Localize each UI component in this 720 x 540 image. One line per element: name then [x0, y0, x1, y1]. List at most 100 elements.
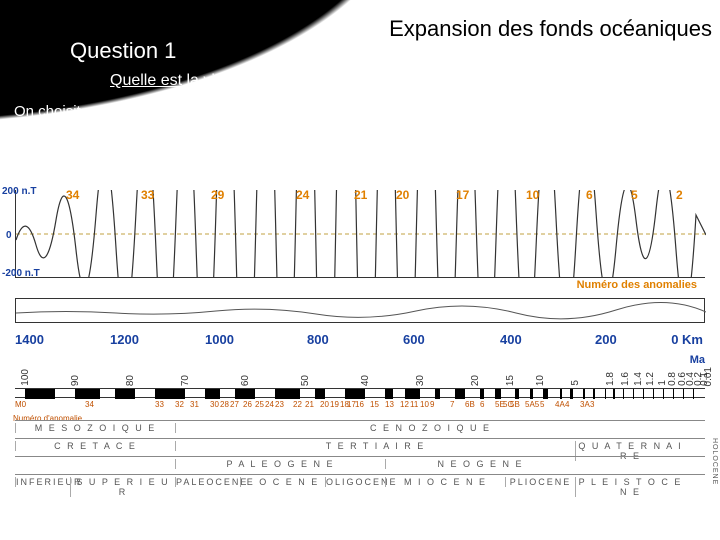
anom-small: 25 [255, 400, 264, 409]
ma-tick: 1.8 [605, 372, 616, 386]
anomaly-num: 20 [396, 188, 409, 202]
ma-segment [405, 389, 420, 399]
ma-tick: 70 [180, 375, 191, 386]
ma-segment [605, 389, 606, 399]
ma-segment [583, 389, 585, 399]
anomaly-axis-label: Numéro des anomalies [577, 279, 697, 291]
ma-tick: 100 [20, 369, 31, 386]
anomaly-num: 21 [354, 188, 367, 202]
distance-unit: 0 Km [671, 332, 703, 347]
ma-tick: 80 [125, 375, 136, 386]
geo-cell: P L E I S T O C E N E [575, 477, 685, 497]
distance-tick: 600 [403, 332, 425, 347]
ma-tick: 10 [535, 375, 546, 386]
geo-cell: S U P E R I E U R [70, 477, 175, 497]
geo-row: INFERIEURS U P E R I E U RPALEOCENEE O C… [15, 474, 705, 492]
ma-tick: 5 [570, 380, 581, 386]
geo-cell: P A L E O G E N E [175, 459, 385, 469]
anom-small: 21 [305, 400, 314, 409]
geo-row: C R E T A C ET E R T I A I R EQ U A T E … [15, 438, 705, 456]
geo-row: P A L E O G E N EN E O G E N E [15, 456, 705, 474]
ma-segment [495, 389, 501, 399]
anom-small: 33 [155, 400, 164, 409]
distance-tick: 800 [307, 332, 329, 347]
anom-small: 5A5 [525, 400, 539, 409]
anomaly-number-row: M034333132302728252623242122201819161713… [15, 400, 705, 414]
distance-tick: 1000 [205, 332, 234, 347]
ma-segment [653, 389, 654, 399]
ma-segment [593, 389, 595, 399]
anom-small: 3A [580, 400, 590, 409]
geo-cell: E O C E N E [240, 477, 325, 487]
anom-small: 22 [293, 400, 302, 409]
anom-small: 26 [243, 400, 252, 409]
anom-small: 5C [503, 400, 513, 409]
body-line1: On choisit un point, par exemple : 34. [14, 103, 262, 122]
anom-small: 11 [410, 400, 418, 409]
ma-segment [235, 389, 255, 399]
anom-small: 9 [430, 400, 434, 409]
anom-small: 19 [330, 400, 339, 409]
ma-segment [205, 389, 220, 399]
anom-small: 6 [480, 400, 484, 409]
ma-segment [315, 389, 325, 399]
anom-small: 31 [190, 400, 199, 409]
ma-scale: Ma 1009080706050403020151051.81.61.41.21… [15, 358, 705, 398]
distance-tick: 400 [500, 332, 522, 347]
distance-tick: 1200 [110, 332, 139, 347]
anom-small: 30 [210, 400, 219, 409]
distance-axis: 140012001000800600400200 0 Km [15, 332, 705, 350]
ma-tick: 50 [300, 375, 311, 386]
ma-segment [693, 389, 694, 399]
anom-small: 32 [175, 400, 184, 409]
body-text: On choisit un point, par exemple : 34. D… [14, 103, 262, 159]
ma-label: Ma [690, 354, 705, 366]
ma-segment [623, 389, 624, 399]
ma-segment [455, 389, 465, 399]
anomaly-num: 5 [631, 188, 638, 202]
anom-small: 10 [420, 400, 429, 409]
anom-small: 5 [540, 400, 544, 409]
ma-segment [673, 389, 674, 399]
geo-cell: PALEOCENE [175, 477, 240, 487]
anom-small: 4A [555, 400, 565, 409]
anom-small: 3 [590, 400, 594, 409]
anom-small: 23 [275, 400, 284, 409]
anom-small: 20 [320, 400, 329, 409]
ma-bar [15, 388, 705, 398]
anomaly-num: 33 [141, 188, 154, 202]
ma-segment [115, 389, 135, 399]
anom-small: 6B [465, 400, 475, 409]
geo-cell: M I O C E N E [385, 477, 505, 487]
ma-tick: 60 [240, 375, 251, 386]
anom-small: 16 [355, 400, 364, 409]
ma-segment [515, 389, 519, 399]
ma-segment [75, 389, 100, 399]
ma-tick: 30 [415, 375, 426, 386]
geo-cell: T E R T I A I R E [175, 441, 575, 451]
distance-tick: 200 [595, 332, 617, 347]
ma-segment [560, 389, 562, 399]
anom-small: 12 [400, 400, 409, 409]
anom-small: M0 [15, 400, 26, 409]
anomaly-num: 17 [456, 188, 469, 202]
geo-cell: INFERIEUR [15, 477, 70, 487]
anomaly-num: 10 [526, 188, 539, 202]
y-mid: 0 [6, 230, 12, 241]
anomaly-panel: 200 n.T 0 -200 n.T 3433292421201710652 N… [15, 190, 705, 278]
anom-small: 4 [565, 400, 569, 409]
body-line3: Date de mise en place : [14, 141, 262, 160]
anom-small: 28 [220, 400, 229, 409]
anom-small: 27 [230, 400, 239, 409]
profile-panel [15, 298, 705, 323]
anomaly-curve [16, 190, 706, 278]
anom-small: 13 [385, 400, 394, 409]
ma-tick: 90 [70, 375, 81, 386]
ma-tick: 0.01 [703, 367, 714, 386]
question-text: Quelle est la vitesse moyenne d'expansio… [110, 72, 570, 90]
ma-tick: 1.4 [633, 372, 644, 386]
anomaly-num: 2 [676, 188, 683, 202]
ma-tick: 40 [360, 375, 371, 386]
ma-segment [633, 389, 634, 399]
ma-segment [345, 389, 365, 399]
